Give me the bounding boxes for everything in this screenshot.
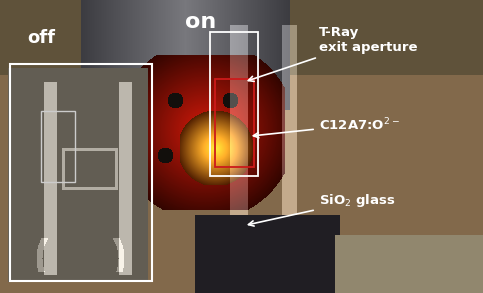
Text: T-Ray
exit aperture: T-Ray exit aperture	[248, 26, 417, 81]
Text: SiO$_2$ glass: SiO$_2$ glass	[248, 192, 395, 226]
Text: off: off	[27, 29, 55, 47]
Text: on: on	[185, 12, 216, 32]
Bar	[10, 64, 152, 281]
Text: C12A7:O$^{2-}$: C12A7:O$^{2-}$	[254, 116, 399, 138]
